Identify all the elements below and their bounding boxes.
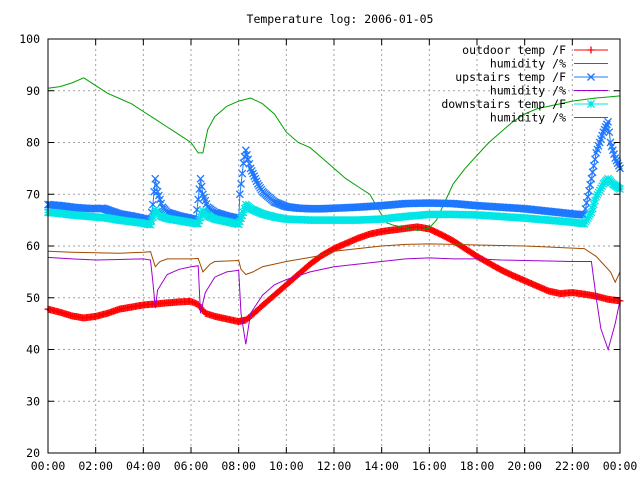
x-tick-label: 02:00	[78, 459, 113, 473]
legend-label: humidity /%	[490, 57, 566, 71]
data-point	[235, 217, 244, 226]
legend-marker	[587, 100, 595, 108]
x-tick-label: 10:00	[269, 459, 304, 473]
y-tick-label: 40	[26, 343, 40, 357]
data-point	[148, 213, 157, 222]
x-tick-label: 08:00	[221, 459, 256, 473]
data-point	[586, 180, 595, 189]
data-point	[239, 208, 248, 217]
data-point	[591, 155, 599, 164]
series-5	[47, 243, 621, 284]
data-point	[605, 128, 614, 137]
data-point	[245, 159, 254, 168]
data-point	[235, 190, 244, 199]
x-tick-label: 20:00	[507, 459, 542, 473]
data-point	[243, 150, 251, 159]
axis-ticks: 00:00 02:00 04:00 06:00 08:00 10:00 12:00 14:00…	[19, 32, 637, 473]
data-point	[578, 210, 587, 219]
x-tick-label: 06:00	[174, 459, 209, 473]
data-point	[234, 220, 243, 229]
series-line	[47, 77, 621, 232]
data-point	[598, 182, 607, 191]
x-tick-label: 16:00	[412, 459, 447, 473]
y-tick-label: 100	[19, 32, 40, 46]
data-point	[147, 217, 156, 225]
legend-label: downstairs temp /F	[441, 97, 566, 111]
y-tick-label: 80	[26, 136, 40, 150]
data-point	[237, 179, 246, 188]
chart-title: Temperature log: 2006-01-05	[247, 12, 434, 26]
x-tick-label: 00:00	[31, 459, 66, 473]
y-tick-label: 60	[26, 239, 40, 253]
data-point	[197, 182, 206, 191]
data-point	[589, 200, 598, 209]
y-tick-label: 30	[26, 394, 40, 408]
data-point	[592, 192, 601, 201]
x-tick-label: 22:00	[555, 459, 590, 473]
x-tick-label: 18:00	[460, 459, 495, 473]
data-point	[588, 168, 597, 177]
data-point	[604, 117, 613, 126]
legend-label: upstairs temp /F	[455, 70, 566, 84]
series-4	[44, 174, 624, 229]
series-layer	[44, 77, 624, 352]
x-tick-label: 04:00	[126, 459, 161, 473]
series-3	[47, 256, 621, 352]
x-tick-label: 12:00	[317, 459, 352, 473]
legend-label: humidity /%	[490, 84, 566, 98]
data-point	[241, 146, 250, 155]
data-point	[589, 161, 598, 170]
data-point	[195, 216, 204, 225]
y-tick-label: 90	[26, 84, 40, 98]
series-line	[47, 256, 621, 352]
data-point	[585, 186, 593, 195]
y-tick-label: 20	[26, 446, 40, 460]
series-line	[47, 243, 621, 284]
data-point	[595, 186, 604, 195]
legend-label: outdoor temp /F	[462, 43, 566, 57]
x-tick-label: 00:00	[603, 459, 638, 473]
data-point	[594, 188, 603, 197]
legend-marker	[587, 73, 595, 81]
data-point	[244, 155, 253, 164]
data-point	[146, 220, 155, 229]
data-point	[587, 174, 596, 183]
data-point	[588, 204, 597, 213]
data-point	[152, 181, 161, 190]
data-point	[238, 169, 247, 178]
series-1	[47, 77, 621, 232]
data-point	[587, 208, 596, 217]
data-point	[593, 190, 602, 199]
data-point	[591, 196, 599, 205]
y-tick-label: 70	[26, 187, 40, 201]
data-point	[151, 174, 160, 183]
data-point	[194, 219, 203, 228]
data-point	[238, 211, 247, 220]
legend-marker	[587, 46, 595, 54]
data-point	[237, 214, 246, 223]
data-point	[196, 174, 205, 183]
series-0	[44, 223, 624, 326]
x-tick-label: 14:00	[364, 459, 399, 473]
data-point	[196, 213, 205, 222]
y-tick-label: 50	[26, 291, 40, 305]
legend-label: humidity /%	[490, 111, 566, 125]
data-point	[583, 192, 592, 201]
data-point	[596, 184, 605, 193]
